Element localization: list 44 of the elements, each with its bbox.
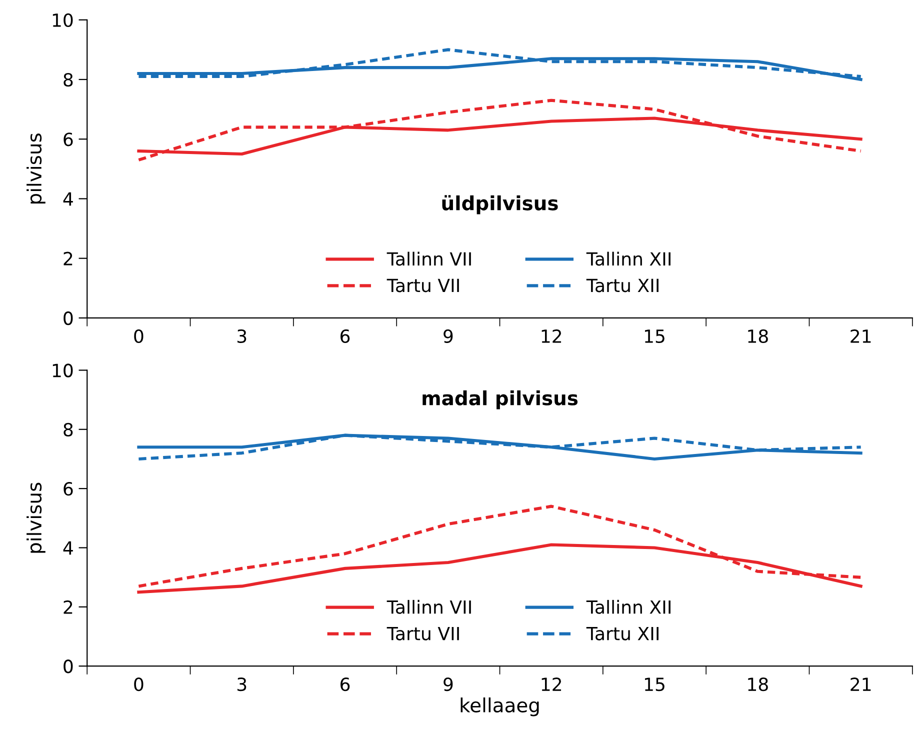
y-tick-label: 6 xyxy=(64,482,73,496)
x-tick-label: 15 xyxy=(645,330,664,344)
x-tick-label: 21 xyxy=(850,678,871,691)
text: üldpilvisus xyxy=(442,195,558,214)
y-tick-label: 10 xyxy=(52,364,73,378)
line-series xyxy=(137,48,862,78)
legend-label: Tallinn XII xyxy=(586,252,670,266)
x-tick-label: 3 xyxy=(237,329,246,344)
y-axis-title: pilvisus xyxy=(26,482,46,553)
x-tick-label: 18 xyxy=(748,678,768,692)
legend-label: Tartu XII xyxy=(586,278,658,292)
legend-label: Tartu VII xyxy=(386,278,459,292)
x-tick-label: 6 xyxy=(340,678,350,692)
x-tick-label: 0 xyxy=(134,678,144,692)
legend-label: Tallinn VII xyxy=(386,252,471,266)
x-axis-title: kellaaeg xyxy=(460,697,539,716)
y-tick-label: 0 xyxy=(64,660,73,674)
y-tick-label: 4 xyxy=(63,541,73,555)
x-tick-label: 6 xyxy=(340,329,350,344)
y-tick-label: 0 xyxy=(64,311,73,326)
y-tick-label: 10 xyxy=(52,13,73,27)
y-tick-label: 4 xyxy=(63,192,73,206)
x-tick-label: 0 xyxy=(134,329,144,344)
line-series xyxy=(137,434,862,460)
x-tick-label: 21 xyxy=(850,329,871,343)
y-tick-label: 2 xyxy=(64,252,72,266)
x-tick-label: 12 xyxy=(542,678,562,691)
y-tick-label: 2 xyxy=(64,600,72,614)
legend-label: Tallinn VII xyxy=(386,600,471,614)
legend-label: Tartu XII xyxy=(586,626,658,640)
text: madal pilvisus xyxy=(422,390,578,410)
x-tick-label: 12 xyxy=(542,329,562,343)
y-tick-label: 8 xyxy=(64,72,73,87)
x-tick-label: 9 xyxy=(444,329,453,344)
x-tick-label: 3 xyxy=(237,678,246,692)
y-tick-label: 6 xyxy=(64,132,73,146)
legend-label: Tartu VII xyxy=(386,626,459,640)
x-tick-label: 9 xyxy=(444,678,453,692)
x-tick-label: 15 xyxy=(645,678,664,692)
y-tick-label: 8 xyxy=(64,422,73,436)
y-axis-title: pilvisus xyxy=(26,134,46,204)
legend-label: Tallinn XII xyxy=(586,600,670,614)
x-tick-label: 18 xyxy=(748,329,768,344)
line-series xyxy=(137,98,862,162)
